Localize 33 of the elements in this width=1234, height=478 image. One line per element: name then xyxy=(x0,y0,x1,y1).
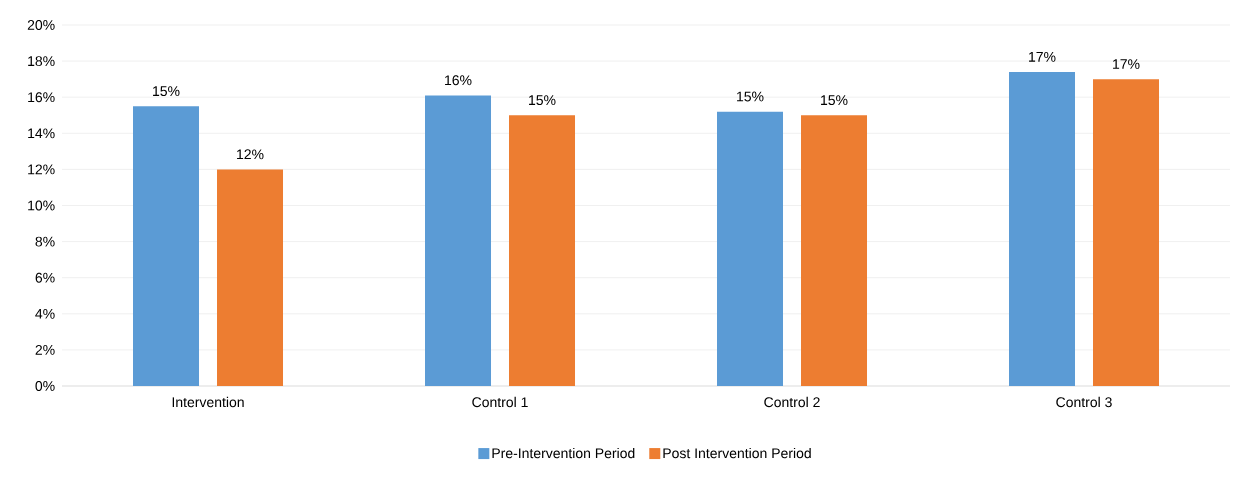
data-label: 12% xyxy=(237,149,264,160)
y-tick-label: 20% xyxy=(27,20,55,30)
legend-label: Pre-Intervention Period xyxy=(492,447,635,459)
y-tick-label: 0% xyxy=(35,381,55,391)
y-tick-label: 6% xyxy=(35,272,55,283)
y-tick-label: 10% xyxy=(28,200,55,211)
bar xyxy=(217,169,284,386)
bar xyxy=(133,106,200,386)
x-tick-label: Control 2 xyxy=(764,396,820,408)
bar xyxy=(1093,79,1160,386)
bar xyxy=(717,111,784,386)
bar xyxy=(509,115,576,386)
data-label: 15% xyxy=(737,91,764,102)
y-tick-label: 18% xyxy=(28,56,55,67)
bar xyxy=(425,95,492,386)
data-label: 17% xyxy=(1029,51,1056,62)
data-label: 15% xyxy=(153,86,180,97)
bar xyxy=(801,115,868,386)
y-tick-label: 4% xyxy=(35,308,55,319)
y-tick-label: 12% xyxy=(28,164,55,175)
y-tick-label: 16% xyxy=(28,92,55,103)
bar xyxy=(1009,71,1076,386)
y-tick-label: 8% xyxy=(35,236,55,247)
data-label: 17% xyxy=(1113,59,1140,69)
legend-label: Post Intervention Period xyxy=(663,447,811,459)
x-tick-label: Control 1 xyxy=(472,396,528,408)
x-tick-label: Control 3 xyxy=(1056,396,1112,408)
data-label: 15% xyxy=(821,95,848,106)
data-label: 16% xyxy=(445,75,472,86)
y-tick-label: 14% xyxy=(28,128,55,139)
data-label: 15% xyxy=(529,95,556,106)
y-tick-label: 2% xyxy=(35,344,55,355)
x-tick-label: Intervention xyxy=(172,396,244,408)
